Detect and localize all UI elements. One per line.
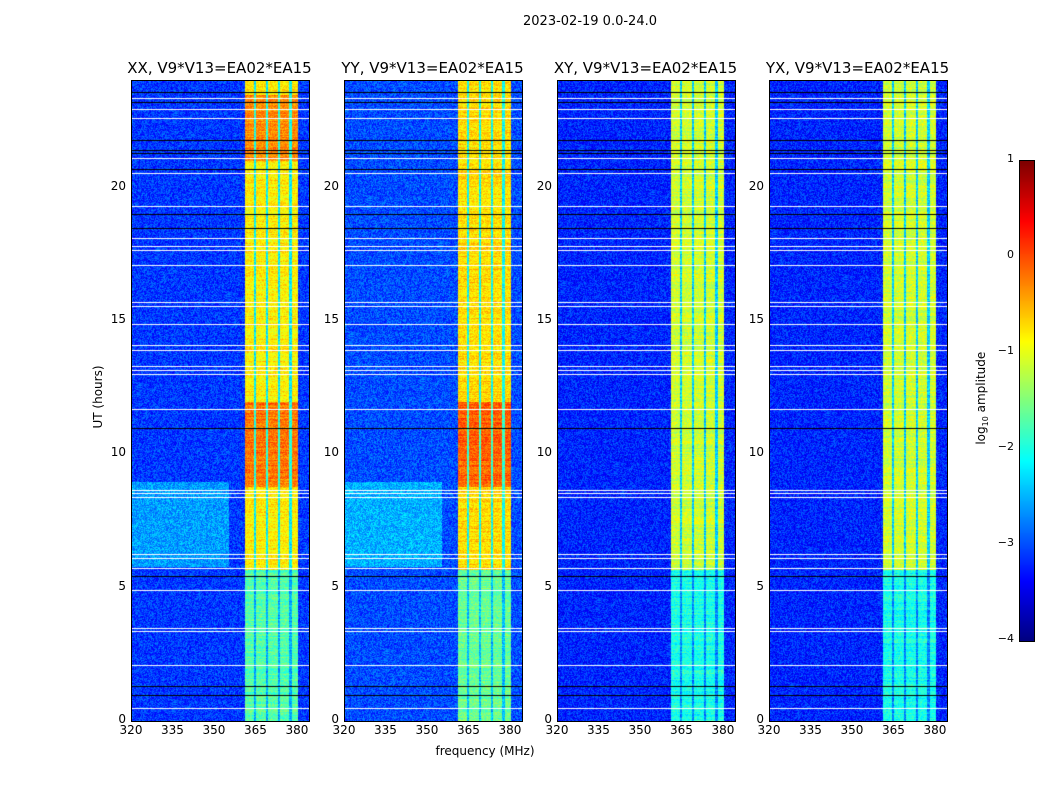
colorbar-tick-label: −3 — [997, 536, 1014, 549]
x-tick-label: 350 — [628, 723, 652, 737]
y-tick-label: 5 — [756, 578, 764, 593]
x-tick-label: 350 — [202, 723, 226, 737]
y-tick-label: 10 — [110, 445, 126, 460]
x-tick-label: 350 — [415, 723, 439, 737]
y-tick-label: 15 — [536, 312, 552, 326]
y-tick-label: 15 — [748, 312, 764, 326]
x-tick-label: 350 — [840, 723, 864, 737]
x-tick-label: 320 — [757, 723, 781, 737]
y-axis-label: UT (hours) — [91, 365, 105, 429]
heatmap-panel — [131, 80, 310, 722]
y-tick-label: 10 — [748, 445, 764, 460]
y-tick-label: 20 — [323, 178, 339, 193]
colorbar-tick-label: −1 — [997, 344, 1014, 357]
panel-title: YX, V9*V13=EA02*EA15 — [765, 59, 950, 77]
x-tick-label: 380 — [498, 723, 522, 737]
heatmap-panel — [557, 80, 736, 722]
heatmap-panel — [344, 80, 523, 722]
y-tick-label: 10 — [536, 445, 552, 460]
x-tick-label: 365 — [882, 723, 905, 737]
x-tick-label: 335 — [374, 723, 397, 737]
y-tick-label: 20 — [536, 178, 552, 193]
y-tick-label: 15 — [323, 312, 339, 326]
y-tick-label: 20 — [748, 178, 764, 193]
x-tick-label: 335 — [587, 723, 610, 737]
colorbar-label-rest: amplitude — [973, 351, 988, 417]
y-tick-label: 20 — [110, 178, 126, 193]
y-tick-label: 0 — [544, 712, 552, 726]
figure-title: 2023-02-19 0.0-24.0 — [523, 14, 657, 29]
x-tick-label: 380 — [923, 723, 947, 737]
y-tick-label: 0 — [331, 712, 339, 726]
x-axis-label: frequency (MHz) — [435, 744, 535, 758]
y-tick-label: 0 — [756, 712, 764, 726]
x-tick-label: 365 — [244, 723, 267, 737]
x-tick-label: 365 — [670, 723, 693, 737]
colorbar-label-sub: 10 — [981, 416, 991, 427]
x-tick-label: 365 — [457, 723, 480, 737]
x-tick-label: 320 — [332, 723, 356, 737]
panel-title: YY, V9*V13=EA02*EA15 — [341, 59, 524, 77]
colorbar-tick-label: −2 — [997, 440, 1014, 453]
colorbar-tick-label: 1 — [1007, 152, 1014, 165]
heatmap-panel — [769, 80, 948, 722]
y-tick-label: 10 — [323, 445, 339, 460]
x-tick-label: 335 — [161, 723, 184, 737]
x-tick-label: 320 — [119, 723, 143, 737]
y-tick-label: 5 — [544, 578, 552, 593]
colorbar — [1019, 160, 1035, 642]
x-tick-label: 320 — [545, 723, 569, 737]
y-tick-label: 5 — [118, 578, 126, 593]
colorbar-tick-label: 0 — [1007, 248, 1014, 261]
panel-title: XY, V9*V13=EA02*EA15 — [553, 59, 738, 77]
x-tick-label: 335 — [799, 723, 822, 737]
y-tick-label: 15 — [110, 312, 126, 326]
y-tick-label: 5 — [331, 578, 339, 593]
y-tick-label: 0 — [118, 712, 126, 726]
panel-title: XX, V9*V13=EA02*EA15 — [127, 59, 312, 77]
x-tick-label: 380 — [285, 723, 309, 737]
x-tick-label: 380 — [711, 723, 735, 737]
colorbar-tick-label: −4 — [997, 632, 1014, 645]
